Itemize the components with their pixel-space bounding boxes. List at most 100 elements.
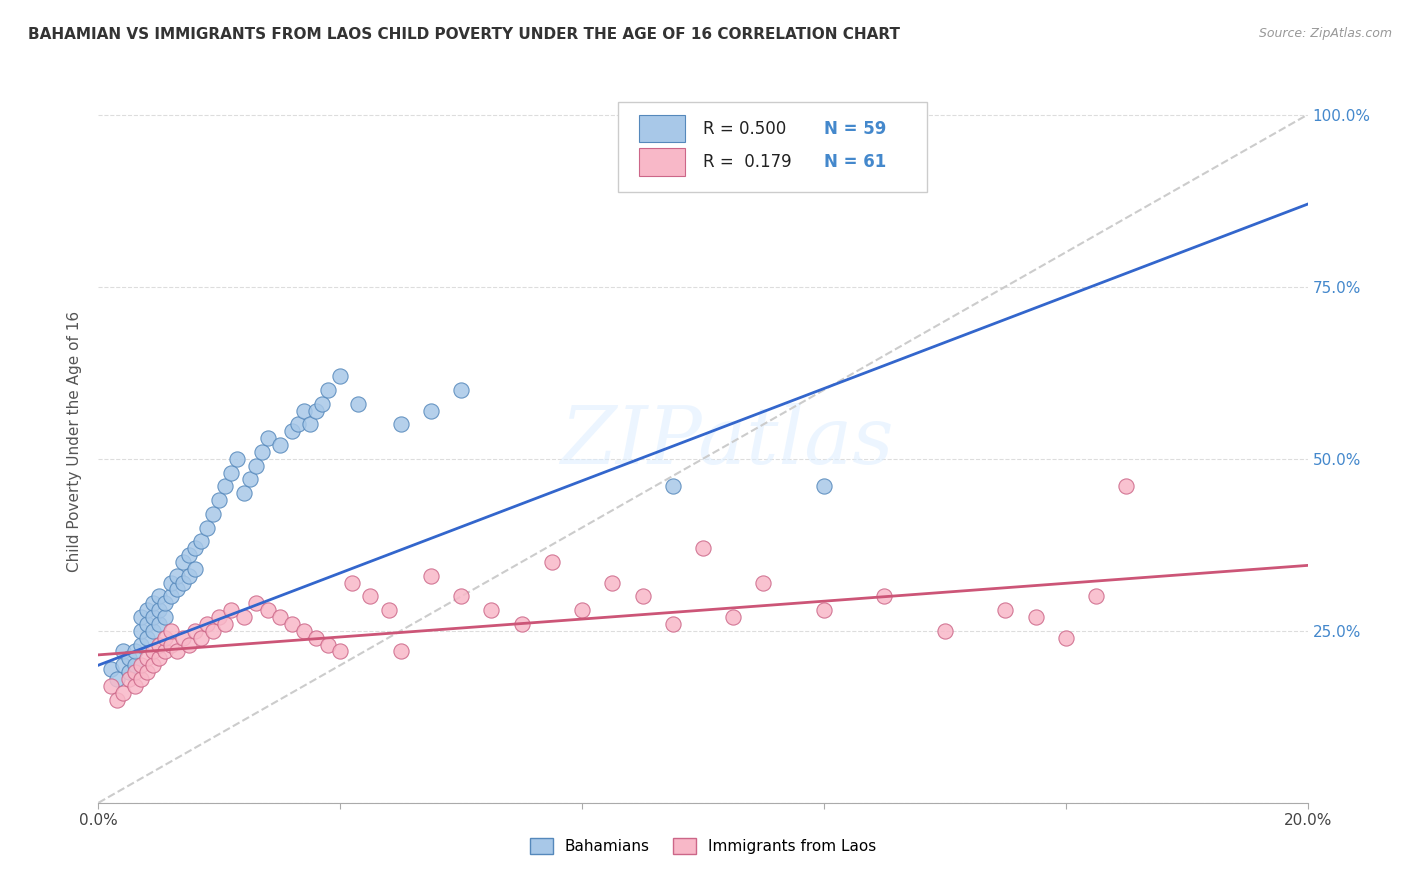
- Point: [148, 651, 170, 665]
- Point: [281, 424, 304, 438]
- Point: [481, 603, 503, 617]
- Point: [148, 603, 170, 617]
- Legend: Bahamians, Immigrants from Laos: Bahamians, Immigrants from Laos: [523, 832, 883, 860]
- Point: [602, 575, 624, 590]
- Text: ZIPatlas: ZIPatlas: [561, 403, 894, 480]
- Point: [208, 493, 231, 508]
- Point: [389, 417, 412, 432]
- FancyBboxPatch shape: [638, 148, 685, 176]
- Point: [135, 665, 157, 679]
- Point: [221, 603, 243, 617]
- Point: [172, 631, 194, 645]
- Point: [135, 603, 157, 617]
- Point: [142, 658, 165, 673]
- Point: [571, 603, 593, 617]
- Point: [208, 610, 231, 624]
- Point: [148, 590, 170, 604]
- Point: [239, 472, 262, 486]
- Point: [124, 665, 146, 679]
- Point: [661, 479, 683, 493]
- Point: [100, 662, 122, 676]
- Point: [316, 638, 339, 652]
- Point: [105, 692, 128, 706]
- Point: [214, 616, 236, 631]
- Point: [540, 555, 562, 569]
- Point: [245, 596, 267, 610]
- Point: [172, 575, 194, 590]
- Point: [160, 624, 183, 638]
- Point: [111, 686, 134, 700]
- Text: N = 59: N = 59: [824, 120, 886, 137]
- Point: [305, 631, 328, 645]
- FancyBboxPatch shape: [638, 115, 685, 143]
- Point: [124, 679, 146, 693]
- Point: [420, 403, 443, 417]
- Point: [184, 562, 207, 576]
- Point: [287, 417, 309, 432]
- Point: [129, 638, 152, 652]
- Point: [160, 575, 183, 590]
- Point: [111, 658, 134, 673]
- Point: [232, 486, 254, 500]
- Point: [250, 445, 273, 459]
- Point: [389, 644, 412, 658]
- Point: [873, 590, 896, 604]
- Point: [813, 603, 835, 617]
- Point: [129, 672, 152, 686]
- Point: [214, 479, 236, 493]
- Point: [316, 383, 339, 397]
- Text: R =  0.179: R = 0.179: [703, 153, 792, 171]
- Point: [245, 458, 267, 473]
- Text: R = 0.500: R = 0.500: [703, 120, 786, 137]
- Point: [118, 651, 141, 665]
- Point: [160, 590, 183, 604]
- Point: [723, 610, 745, 624]
- Point: [142, 596, 165, 610]
- Point: [510, 616, 533, 631]
- Point: [166, 582, 188, 597]
- Point: [1054, 631, 1077, 645]
- Point: [202, 624, 225, 638]
- Point: [148, 616, 170, 631]
- Point: [190, 631, 212, 645]
- Point: [292, 624, 315, 638]
- Point: [232, 610, 254, 624]
- Point: [305, 403, 328, 417]
- Point: [631, 590, 654, 604]
- Text: BAHAMIAN VS IMMIGRANTS FROM LAOS CHILD POVERTY UNDER THE AGE OF 16 CORRELATION C: BAHAMIAN VS IMMIGRANTS FROM LAOS CHILD P…: [28, 27, 900, 42]
- Point: [153, 610, 176, 624]
- Point: [160, 638, 183, 652]
- Point: [118, 672, 141, 686]
- Point: [256, 431, 278, 445]
- Point: [311, 397, 333, 411]
- Point: [124, 644, 146, 658]
- Point: [135, 631, 157, 645]
- Point: [129, 624, 152, 638]
- Point: [142, 624, 165, 638]
- Point: [153, 596, 176, 610]
- Point: [195, 616, 218, 631]
- Point: [129, 658, 152, 673]
- Point: [360, 590, 382, 604]
- Point: [377, 603, 399, 617]
- Point: [994, 603, 1017, 617]
- Point: [256, 603, 278, 617]
- Point: [166, 568, 188, 582]
- Text: N = 61: N = 61: [824, 153, 886, 171]
- Point: [221, 466, 243, 480]
- Point: [347, 397, 370, 411]
- Point: [172, 555, 194, 569]
- Point: [179, 638, 201, 652]
- Point: [135, 651, 157, 665]
- Point: [166, 644, 188, 658]
- Text: Source: ZipAtlas.com: Source: ZipAtlas.com: [1258, 27, 1392, 40]
- Point: [292, 403, 315, 417]
- Point: [1115, 479, 1137, 493]
- Point: [135, 616, 157, 631]
- Point: [105, 672, 128, 686]
- Point: [450, 590, 472, 604]
- FancyBboxPatch shape: [619, 102, 927, 193]
- Point: [329, 369, 352, 384]
- Point: [342, 575, 364, 590]
- Y-axis label: Child Poverty Under the Age of 16: Child Poverty Under the Age of 16: [67, 311, 83, 572]
